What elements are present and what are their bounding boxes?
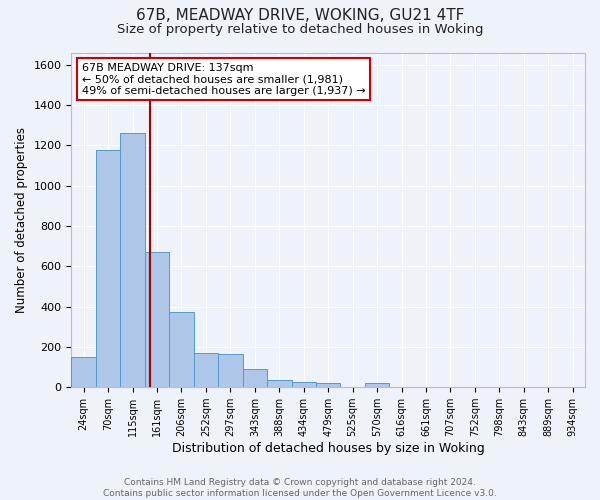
Text: 67B MEADWAY DRIVE: 137sqm
← 50% of detached houses are smaller (1,981)
49% of se: 67B MEADWAY DRIVE: 137sqm ← 50% of detac…: [82, 62, 365, 96]
Y-axis label: Number of detached properties: Number of detached properties: [15, 127, 28, 313]
Bar: [242, 369, 267, 387]
Bar: [71, 357, 96, 387]
Text: Size of property relative to detached houses in Woking: Size of property relative to detached ho…: [117, 22, 483, 36]
Bar: [218, 354, 242, 387]
Bar: [145, 252, 169, 387]
Bar: [267, 380, 292, 387]
Bar: [194, 353, 218, 387]
Bar: [316, 383, 340, 387]
X-axis label: Distribution of detached houses by size in Woking: Distribution of detached houses by size …: [172, 442, 485, 455]
Text: 67B, MEADWAY DRIVE, WOKING, GU21 4TF: 67B, MEADWAY DRIVE, WOKING, GU21 4TF: [136, 8, 464, 22]
Bar: [169, 312, 194, 387]
Bar: [365, 383, 389, 387]
Bar: [96, 150, 121, 387]
Bar: [121, 133, 145, 387]
Text: Contains HM Land Registry data © Crown copyright and database right 2024.
Contai: Contains HM Land Registry data © Crown c…: [103, 478, 497, 498]
Bar: [292, 382, 316, 387]
